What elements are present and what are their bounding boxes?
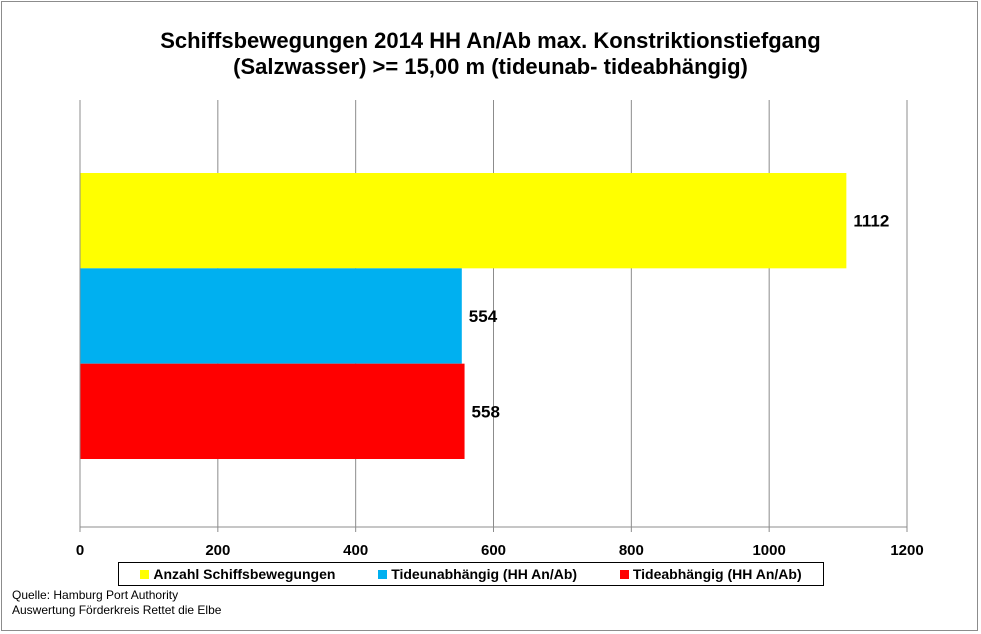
chart-subtitle: (Salzwasser) >= 15,00 m (tideunab- tidea… xyxy=(233,54,748,79)
bar xyxy=(80,268,462,364)
legend-label-tideunabhaengig: Tideunabhängig (HH An/Ab) xyxy=(391,566,578,582)
legend: Anzahl Schiffsbewegungen Tideunabhängig … xyxy=(118,562,824,586)
source-line-1: Quelle: Hamburg Port Authority xyxy=(12,588,179,602)
legend-label-anzahl: Anzahl Schiffsbewegungen xyxy=(153,566,336,582)
x-tick-labels: 0 200 400 600 800 1000 1200 xyxy=(76,542,924,559)
legend-swatch-tideabhaengig xyxy=(619,569,629,579)
data-label: 1112 xyxy=(853,212,889,231)
legend-item-tideabhaengig: Tideabhängig (HH An/Ab) xyxy=(619,566,802,582)
chart-title: Schiffsbewegungen 2014 HH An/Ab max. Kon… xyxy=(160,28,821,53)
data-labels: 1112 554 558 xyxy=(469,212,890,422)
data-label: 558 xyxy=(472,402,500,421)
legend-swatch-anzahl xyxy=(140,569,150,579)
x-tick-label: 800 xyxy=(619,542,644,559)
x-tick-label: 600 xyxy=(481,542,506,559)
bars xyxy=(80,173,847,459)
data-label: 554 xyxy=(469,307,498,326)
x-tick-label: 1000 xyxy=(752,542,785,559)
legend-item-tideunabhaengig: Tideunabhängig (HH An/Ab) xyxy=(378,566,577,582)
legend-item-anzahl: Anzahl Schiffsbewegungen xyxy=(140,566,335,582)
x-axis xyxy=(79,100,908,532)
x-tick-label: 1200 xyxy=(890,542,923,559)
bar xyxy=(80,173,847,269)
x-tick-label: 200 xyxy=(205,542,230,559)
legend-swatch-tideunabhaengig xyxy=(378,569,388,579)
x-tick-label: 400 xyxy=(343,542,368,559)
x-tick-label: 0 xyxy=(76,542,84,559)
bar xyxy=(80,363,465,459)
legend-label-tideabhaengig: Tideabhängig (HH An/Ab) xyxy=(632,566,802,582)
source-line-2: Auswertung Förderkreis Rettet die Elbe xyxy=(12,603,222,617)
